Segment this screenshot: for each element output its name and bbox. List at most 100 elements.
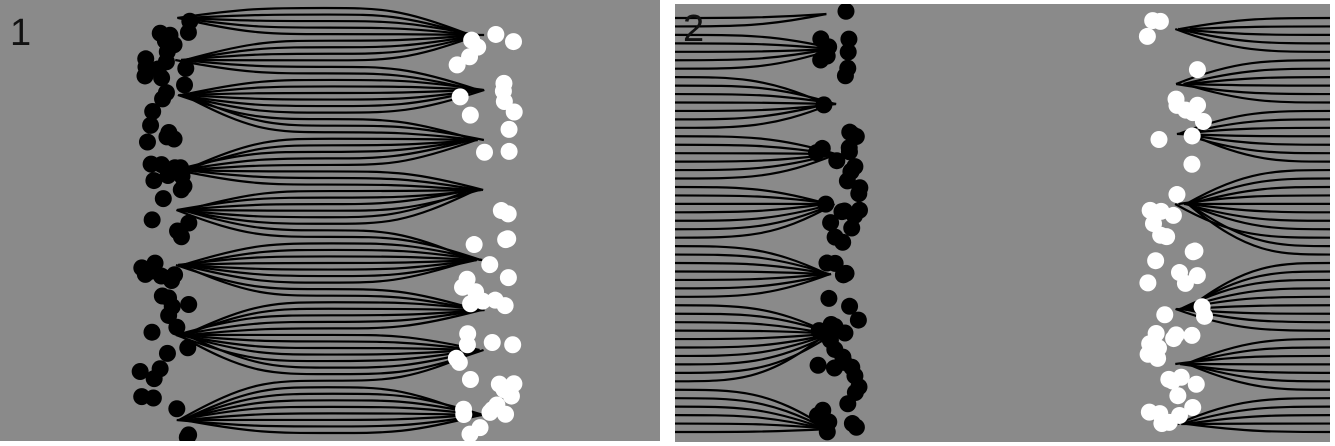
field-line bbox=[177, 6, 471, 37]
field-line bbox=[180, 333, 477, 352]
field-line bbox=[181, 188, 480, 212]
positive-charge bbox=[1139, 274, 1157, 292]
field-line bbox=[184, 33, 479, 62]
positive-charge bbox=[1193, 298, 1211, 316]
positive-charge bbox=[1184, 398, 1202, 416]
field-line bbox=[1180, 405, 1330, 426]
field-line bbox=[1178, 194, 1330, 206]
field-line bbox=[181, 16, 476, 37]
field-line bbox=[178, 16, 485, 37]
field-line bbox=[675, 47, 830, 62]
field-line bbox=[185, 333, 480, 352]
negative-charge bbox=[177, 59, 195, 77]
negative-charge bbox=[145, 172, 163, 190]
field-line bbox=[1187, 362, 1330, 383]
field-line bbox=[1185, 414, 1330, 426]
field-line bbox=[675, 397, 828, 430]
negative-charge bbox=[165, 130, 183, 148]
negative-charge bbox=[146, 254, 164, 272]
field-line bbox=[183, 307, 474, 337]
field-line bbox=[1185, 337, 1330, 366]
field-line bbox=[183, 94, 478, 142]
negative-charge bbox=[175, 177, 193, 195]
field-line bbox=[675, 102, 832, 129]
field-line bbox=[175, 138, 472, 172]
positive-charge bbox=[500, 120, 518, 138]
field-line bbox=[182, 242, 482, 267]
negative-charge bbox=[180, 296, 198, 314]
positive-charge bbox=[1156, 306, 1174, 324]
field-line bbox=[183, 13, 472, 37]
field-line bbox=[181, 208, 474, 262]
negative-charge bbox=[151, 24, 169, 42]
field-line bbox=[675, 272, 832, 290]
negative-charge bbox=[154, 190, 172, 208]
field-line bbox=[186, 413, 475, 422]
field-line bbox=[177, 334, 484, 376]
field-line bbox=[1179, 16, 1330, 31]
positive-charge bbox=[1138, 27, 1156, 45]
positive-charge bbox=[499, 230, 517, 248]
positive-charge bbox=[1147, 252, 1165, 270]
positive-charge bbox=[454, 278, 472, 296]
field-line bbox=[1189, 202, 1330, 214]
negative-charge bbox=[836, 67, 854, 85]
field-line bbox=[675, 42, 832, 51]
positive-charge bbox=[1149, 339, 1167, 357]
positive-charge bbox=[1188, 61, 1206, 79]
field-line bbox=[179, 188, 471, 212]
negative-charge bbox=[166, 159, 184, 177]
field-line bbox=[675, 261, 829, 276]
field-line bbox=[675, 272, 831, 298]
field-line bbox=[675, 185, 828, 206]
positive-charge bbox=[1158, 228, 1176, 246]
field-lines bbox=[175, 6, 485, 435]
field-line bbox=[181, 392, 484, 422]
field-line bbox=[184, 138, 478, 172]
field-line bbox=[176, 413, 483, 428]
negative-charge bbox=[160, 306, 178, 324]
field-line bbox=[1187, 422, 1330, 434]
field-line bbox=[179, 88, 485, 114]
negative-charge bbox=[143, 323, 161, 341]
negative-charge bbox=[158, 344, 176, 362]
positive-charge bbox=[461, 425, 479, 441]
negative-charge bbox=[143, 211, 161, 229]
field-line bbox=[177, 168, 484, 192]
positive-charge bbox=[461, 106, 479, 124]
negative-charge bbox=[820, 289, 838, 307]
negative-charge bbox=[153, 156, 171, 174]
field-line bbox=[1177, 397, 1330, 426]
positive-charge bbox=[487, 25, 505, 43]
field-line bbox=[1189, 25, 1330, 31]
field-line bbox=[180, 33, 479, 62]
positive-charge bbox=[469, 38, 487, 56]
field-line bbox=[675, 388, 830, 430]
field-line bbox=[178, 405, 484, 422]
negative-charge bbox=[131, 362, 149, 380]
field-line bbox=[675, 332, 827, 341]
field-line bbox=[183, 413, 481, 435]
field-line bbox=[175, 208, 482, 262]
field-line bbox=[184, 168, 479, 192]
positive-charge bbox=[461, 371, 479, 389]
positive-charge bbox=[496, 297, 514, 315]
negative-charge bbox=[165, 36, 183, 54]
field-line bbox=[175, 58, 476, 92]
field-line bbox=[179, 333, 477, 352]
positive-charge bbox=[1141, 201, 1159, 219]
field-line bbox=[675, 333, 832, 366]
negative-charge bbox=[834, 348, 852, 366]
field-line bbox=[675, 12, 827, 20]
field-line bbox=[179, 188, 471, 219]
field-line bbox=[186, 248, 483, 267]
field-line bbox=[675, 202, 833, 222]
positive-charge bbox=[483, 333, 501, 351]
field-line bbox=[1183, 67, 1330, 86]
field-line bbox=[1183, 82, 1330, 87]
negative-charge bbox=[179, 23, 197, 41]
field-line bbox=[675, 405, 826, 431]
negative-charge bbox=[808, 407, 826, 425]
positive-charge bbox=[500, 142, 518, 160]
positive-charge bbox=[465, 236, 483, 254]
